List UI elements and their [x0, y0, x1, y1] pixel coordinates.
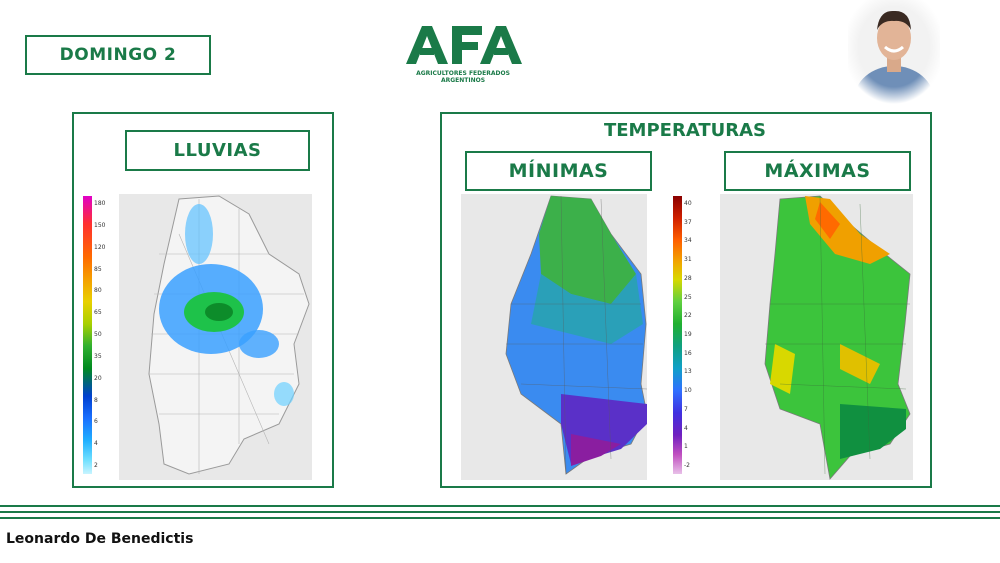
rain-scale-tick-label: 85 — [94, 265, 102, 273]
temp-scale-tick-label: 19 — [684, 331, 692, 338]
footer-stripe-3 — [0, 517, 1000, 519]
min-temp-map — [461, 194, 647, 480]
rain-scale-tick-label: 6 — [94, 418, 98, 426]
temp-scale-tick-label: 34 — [684, 237, 692, 245]
max-temp-map — [720, 194, 913, 480]
rain-scale-tick-label: 4 — [94, 440, 98, 448]
temp-scale-tick-label: 31 — [684, 256, 692, 264]
rain-scale-tick-label: 65 — [94, 309, 102, 317]
rain-map — [119, 194, 312, 480]
temp-scale-tick-label: 40 — [684, 200, 692, 207]
temp-scale-tick-label: 28 — [684, 274, 692, 282]
logo-subtitle-line2: ARGENTINOS — [440, 77, 486, 84]
rain-scale-tick-label: 2 — [94, 462, 98, 469]
temp-scale-tick-label: 22 — [684, 312, 692, 320]
rain-scale-tick-label: 35 — [94, 352, 102, 360]
temp-scale-tick-label: 37 — [684, 218, 692, 226]
rain-scale-tick-label: 8 — [94, 396, 98, 404]
afa-logo — [398, 22, 528, 84]
footer-stripe-1 — [0, 505, 1000, 507]
temperature-title: TEMPERATURAS — [603, 120, 767, 141]
rain-title: LLUVIAS — [125, 130, 310, 171]
rain-color-scale: 180 150 120 85 80 65 50 35 20 8 6 4 2 — [80, 196, 110, 474]
temp-scale-tick-label: -2 — [684, 462, 690, 469]
rain-scale-tick-label: 50 — [94, 331, 102, 338]
temp-scale-bar — [673, 196, 682, 474]
temp-scale-tick-label: 4 — [684, 424, 688, 432]
temp-scale-tick-label: 25 — [684, 293, 692, 301]
day-label: DOMINGO 2 — [25, 35, 211, 75]
temp-scale-tick-label: 13 — [684, 368, 692, 376]
logo-subtitle-line1: AGRICULTORES FEDERADOS — [416, 70, 510, 77]
rain-scale-tick-label: 80 — [94, 287, 102, 295]
presenter-avatar — [848, 0, 940, 134]
temp-scale-tick-label: 7 — [684, 405, 688, 413]
temperature-color-scale: 40 37 34 31 28 25 22 19 16 13 10 7 4 1 -2 — [670, 196, 700, 474]
presenter-name: Leonardo De Benedictis — [6, 531, 194, 547]
rain-scale-tick-label: 150 — [94, 221, 106, 229]
footer-stripe-2 — [0, 511, 1000, 513]
temp-scale-tick-label: 10 — [684, 387, 692, 395]
rain-scale-tick-label: 180 — [94, 200, 106, 207]
rain-scale-bar — [83, 196, 92, 474]
temp-scale-tick-label: 1 — [684, 443, 688, 451]
logo-subtitle: AGRICULTORES FEDERADOS ARGENTINOS — [400, 70, 526, 84]
rain-scale-tick-label: 120 — [94, 243, 106, 251]
temp-scale-tick-label: 16 — [684, 349, 692, 357]
min-temp-label: MÍNIMAS — [465, 151, 652, 191]
rain-scale-tick-label: 20 — [94, 374, 102, 382]
max-temp-label: MÁXIMAS — [724, 151, 911, 191]
